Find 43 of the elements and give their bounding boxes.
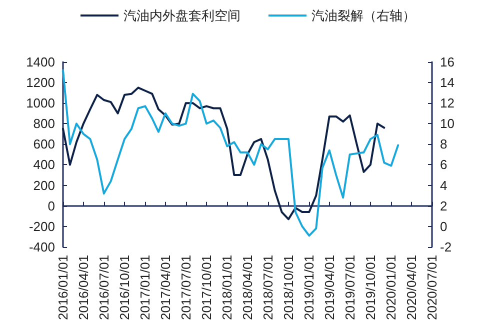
y2-tick-label: -2: [440, 239, 452, 254]
x-tick-label: 2020/07/01: [424, 254, 440, 320]
x-tick-label: 2018/07/01: [260, 254, 276, 320]
y-tick-label: 600: [33, 136, 55, 152]
x-tick-label: 2018/04/01: [240, 254, 255, 320]
x-tick-label: 2016/10/01: [117, 254, 132, 320]
y2-tick-label: 0: [440, 218, 448, 234]
y-tick-label: 800: [33, 116, 55, 132]
x-tick-label: 2020/04/01: [404, 254, 420, 320]
y2-tick-label: 6: [440, 157, 448, 172]
legend-label: 汽油裂解（右轴）: [312, 8, 416, 23]
legend-label: 汽油内外盘套利空间: [124, 8, 240, 23]
x-tick-label: 2020/01/01: [384, 254, 399, 320]
y2-tick-label: 12: [440, 96, 454, 111]
x-tick-label: 2018/10/01: [280, 254, 296, 320]
y-tick-label: -400: [28, 239, 55, 254]
line-series: [62, 86, 386, 220]
x-tick-label: 2019/10/01: [362, 254, 378, 320]
y2-tick-label: 2: [440, 198, 448, 214]
y-tick-label: 1200: [26, 75, 55, 90]
x-tick-label: 2016/01/01: [56, 254, 70, 320]
x-tick-label: 2017/04/01: [158, 254, 173, 320]
y-tick-label: 0: [48, 198, 55, 214]
y2-tick-label: 8: [440, 136, 448, 152]
y-tick-label: -200: [28, 218, 55, 234]
y-tick-label: 200: [33, 178, 55, 193]
x-tick-label: 2016/07/01: [96, 254, 112, 320]
x-tick-label: 2017/10/01: [199, 254, 214, 320]
x-tick-label: 2016/04/01: [76, 254, 91, 320]
x-tick-label: 2019/01/01: [302, 254, 317, 320]
y-tick-label: 400: [33, 157, 55, 172]
y2-tick-label: 10: [440, 116, 454, 132]
line-series: [62, 69, 400, 237]
y2-tick-label: 14: [440, 75, 454, 90]
x-tick-label: 2017/01/01: [138, 254, 153, 320]
x-tick-label: 2019/07/01: [342, 254, 358, 320]
y-tick-label: 1400: [26, 54, 55, 70]
x-tick-label: 2017/07/01: [178, 254, 194, 320]
y2-tick-label: 4: [440, 178, 448, 193]
y-tick-label: 1000: [26, 96, 55, 111]
y2-tick-label: 16: [440, 54, 454, 70]
x-tick-label: 2018/01/01: [220, 254, 235, 320]
x-tick-label: 2019/04/01: [322, 254, 337, 320]
